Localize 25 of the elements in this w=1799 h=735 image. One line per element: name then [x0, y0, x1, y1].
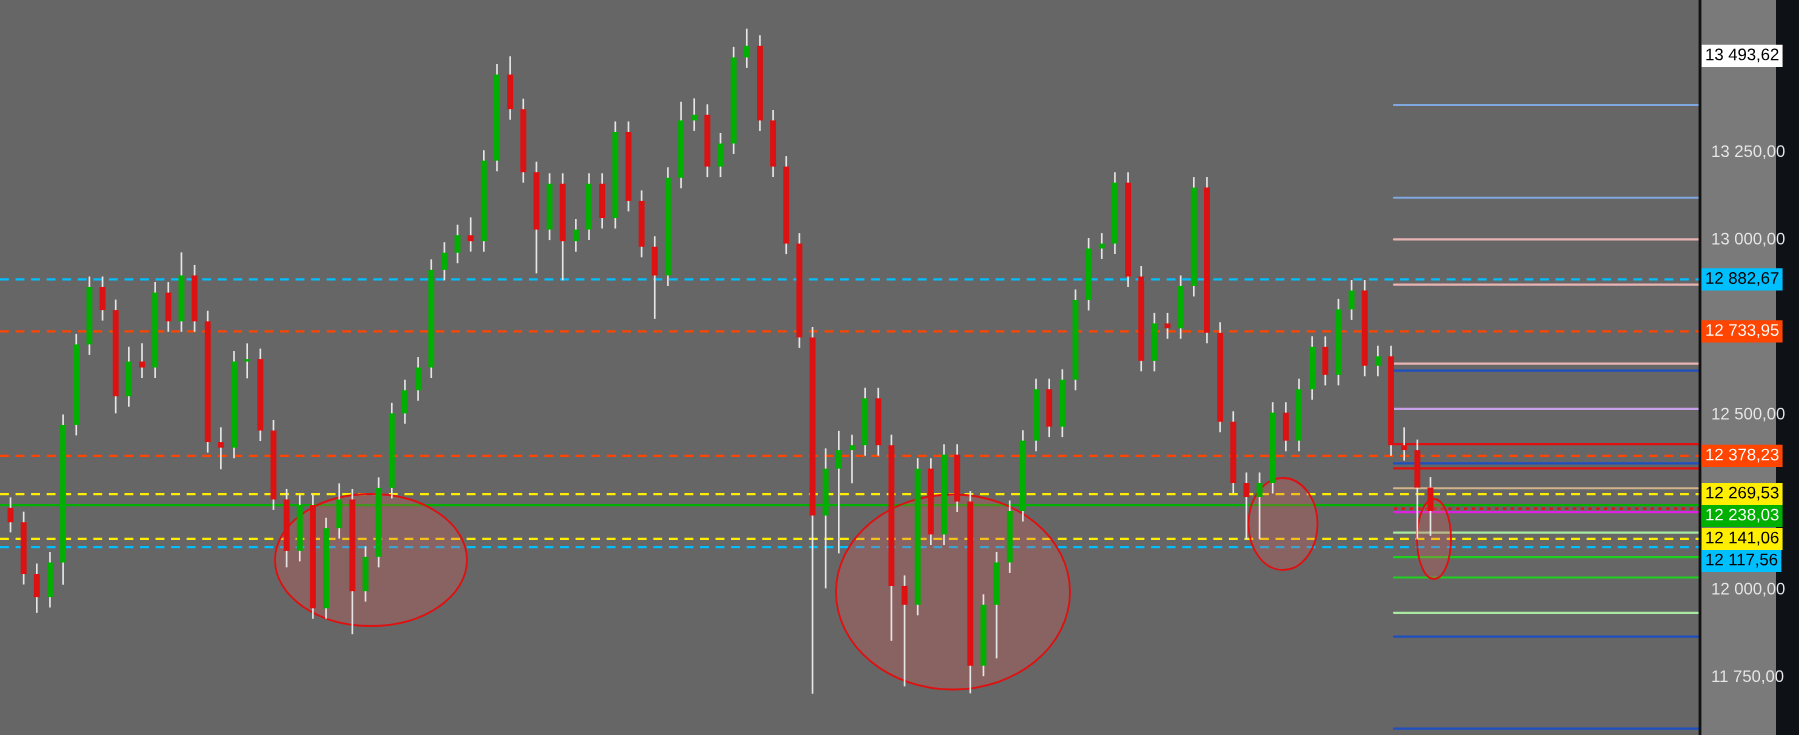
candlestick: [743, 27, 750, 69]
candlestick: [139, 342, 145, 379]
ref-line-label: 12 269,53: [1706, 486, 1779, 501]
candlestick: [415, 356, 422, 402]
candlestick: [401, 378, 408, 425]
text: 13 493,62: [1706, 48, 1779, 63]
candlestick: [99, 275, 106, 322]
candlestick: [33, 562, 40, 614]
ref-line-label: 12 733,95: [1706, 324, 1779, 338]
candlestick: [849, 433, 855, 485]
candlestick: [217, 426, 224, 471]
ref-line-label: 12 238,03: [1706, 508, 1779, 523]
ref-line-label: 12 378,23: [1706, 448, 1779, 463]
ref-line-label: 12 141,06: [1706, 531, 1779, 546]
ref-line-label: 12 117,56: [1706, 553, 1778, 568]
candlestick: [1243, 471, 1250, 541]
candlestick: [572, 218, 579, 253]
candlestick: [1348, 279, 1355, 321]
candlestick: [1374, 344, 1381, 378]
candlestick: [691, 97, 698, 132]
candlestick: [244, 342, 251, 380]
candlestick: [467, 216, 474, 253]
candlestick: [441, 241, 448, 282]
ref-line-label: 12 882,67: [1706, 272, 1779, 286]
candlestick: [901, 574, 908, 688]
